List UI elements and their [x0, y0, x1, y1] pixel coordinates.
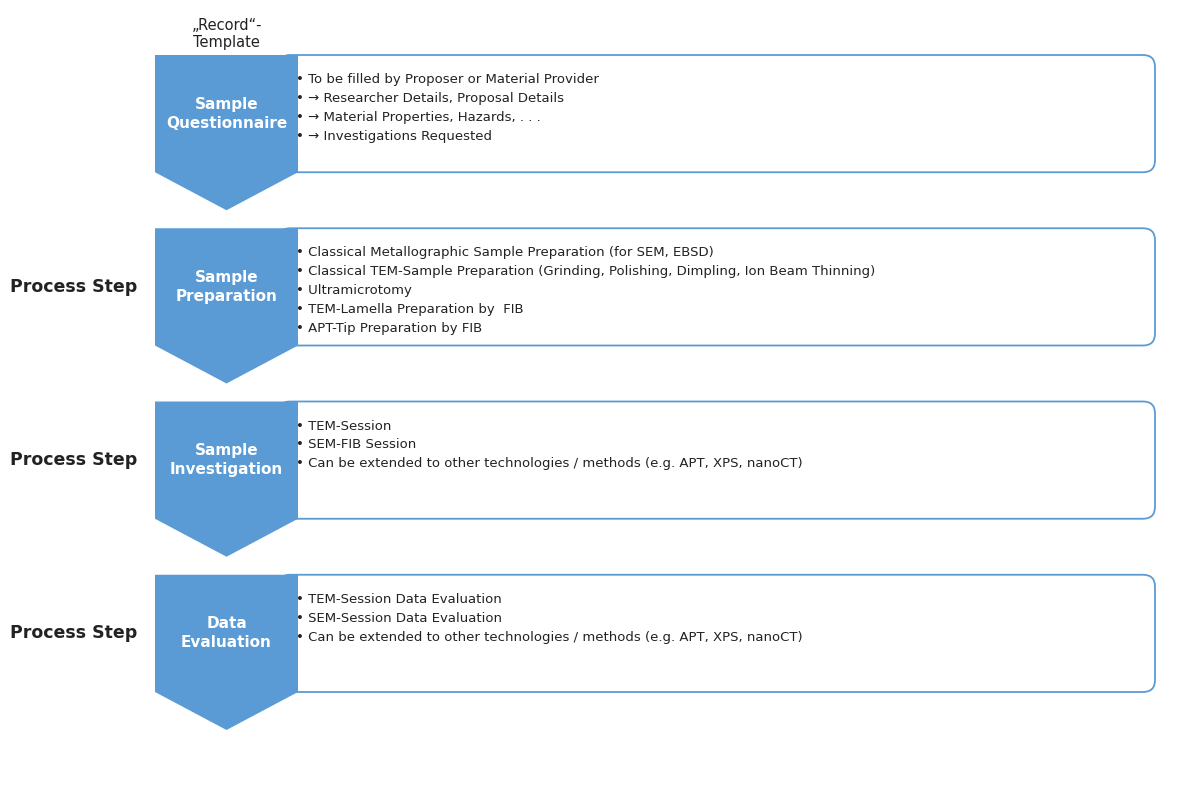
Polygon shape	[155, 575, 298, 730]
Text: • → Researcher Details, Proposal Details: • → Researcher Details, Proposal Details	[296, 92, 564, 105]
Polygon shape	[155, 55, 298, 210]
Text: „Record“-
Template: „Record“- Template	[191, 18, 262, 50]
Text: • Can be extended to other technologies / methods (e.g. APT, XPS, nanoCT): • Can be extended to other technologies …	[296, 630, 803, 644]
Text: Process Step: Process Step	[10, 278, 137, 296]
Text: • → Investigations Requested: • → Investigations Requested	[296, 130, 492, 143]
Text: • SEM-Session Data Evaluation: • SEM-Session Data Evaluation	[296, 612, 502, 625]
Text: Sample
Preparation: Sample Preparation	[175, 270, 277, 304]
Text: • → Material Properties, Hazards, . . .: • → Material Properties, Hazards, . . .	[296, 111, 541, 124]
FancyBboxPatch shape	[278, 401, 1154, 519]
FancyBboxPatch shape	[278, 575, 1154, 692]
Text: • To be filled by Proposer or Material Provider: • To be filled by Proposer or Material P…	[296, 73, 599, 86]
Text: • TEM-Lamella Preparation by  FIB: • TEM-Lamella Preparation by FIB	[296, 303, 523, 316]
Text: Sample
Questionnaire: Sample Questionnaire	[166, 96, 287, 131]
Text: • Classical Metallographic Sample Preparation (for SEM, EBSD): • Classical Metallographic Sample Prepar…	[296, 246, 714, 259]
Text: Process Step: Process Step	[10, 451, 137, 469]
Text: Process Step: Process Step	[10, 624, 137, 642]
FancyBboxPatch shape	[278, 228, 1154, 345]
Text: Data
Evaluation: Data Evaluation	[181, 616, 272, 650]
Text: • TEM-Session: • TEM-Session	[296, 419, 391, 432]
Text: • TEM-Session Data Evaluation: • TEM-Session Data Evaluation	[296, 593, 502, 606]
FancyBboxPatch shape	[278, 55, 1154, 172]
Text: • Classical TEM-Sample Preparation (Grinding, Polishing, Dimpling, Ion Beam Thin: • Classical TEM-Sample Preparation (Grin…	[296, 265, 875, 279]
Text: • Can be extended to other technologies / methods (e.g. APT, XPS, nanoCT): • Can be extended to other technologies …	[296, 458, 803, 470]
Polygon shape	[155, 401, 298, 556]
Text: • Ultramicrotomy: • Ultramicrotomy	[296, 284, 412, 297]
Text: • SEM-FIB Session: • SEM-FIB Session	[296, 439, 416, 451]
Text: • APT-Tip Preparation by FIB: • APT-Tip Preparation by FIB	[296, 322, 482, 335]
Polygon shape	[155, 228, 298, 384]
Text: Sample
Investigation: Sample Investigation	[170, 443, 283, 478]
